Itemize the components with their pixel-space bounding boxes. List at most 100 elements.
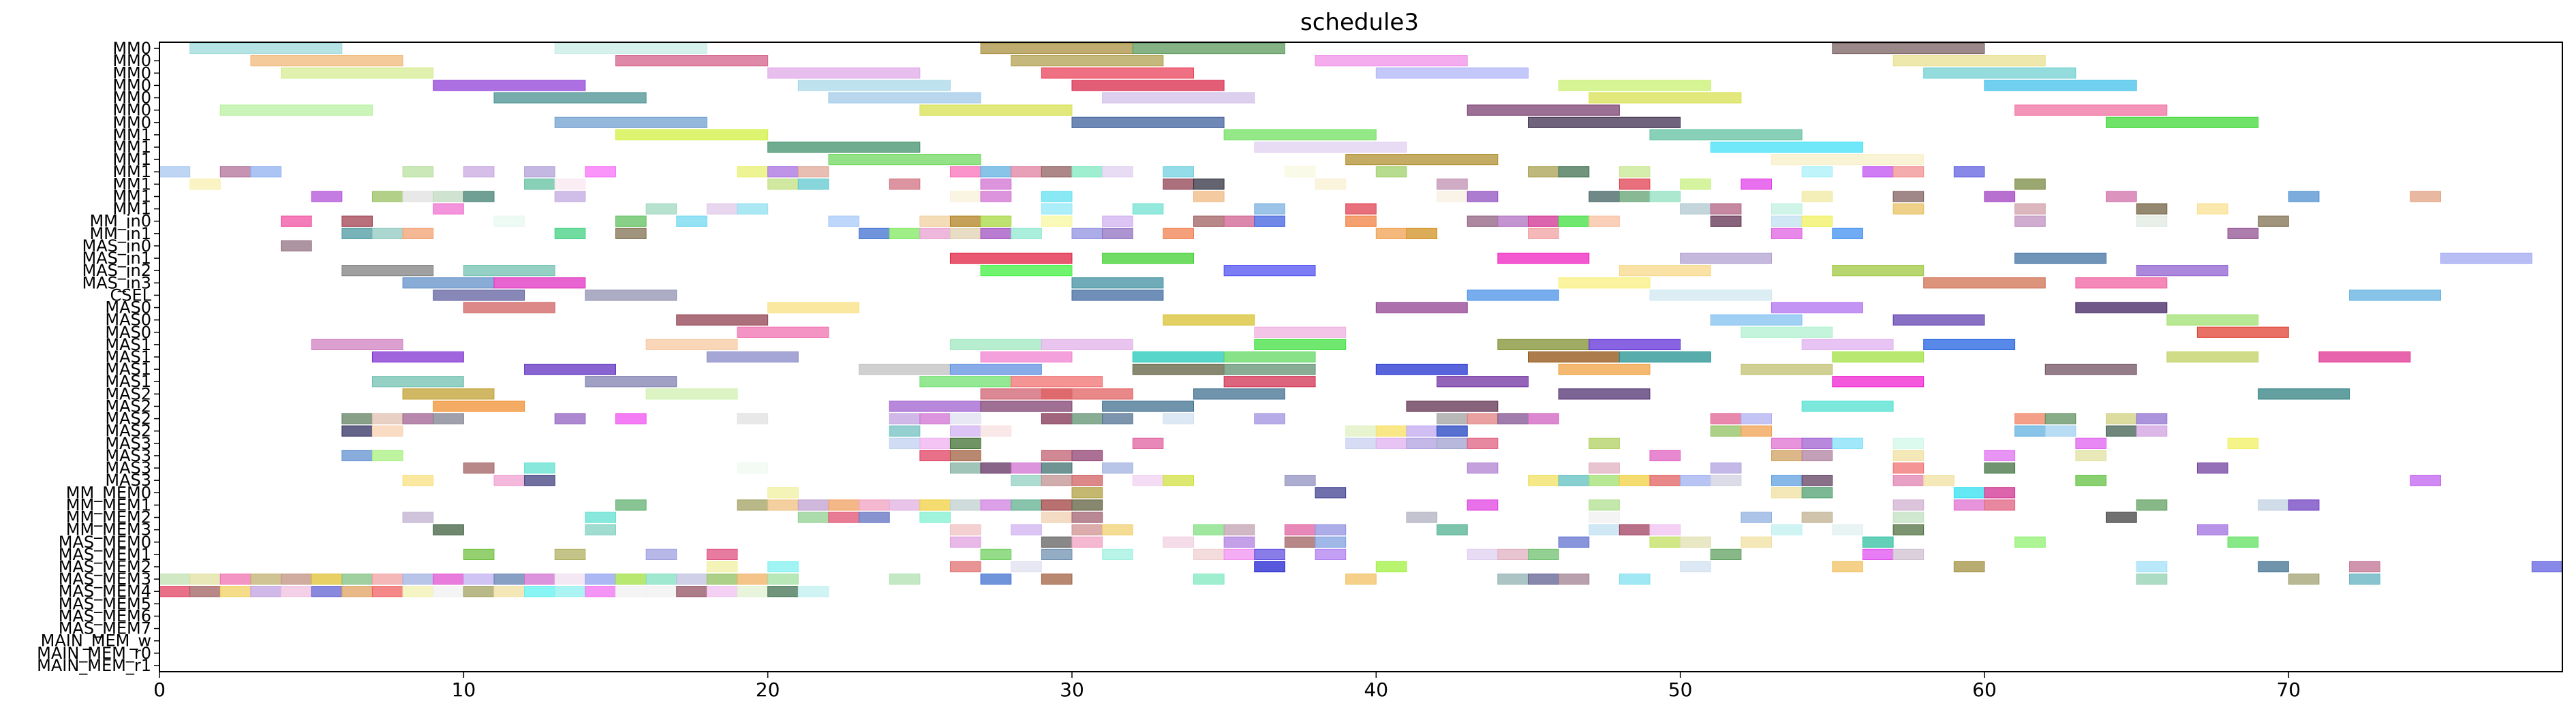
task-bar xyxy=(1315,548,1347,560)
y-tick-label: MM0 xyxy=(112,113,151,132)
task-bar xyxy=(2014,104,2168,116)
task-bar xyxy=(980,401,1073,412)
task-bar xyxy=(1467,548,1499,560)
task-bar xyxy=(980,178,1012,190)
task-bar xyxy=(1892,437,1925,449)
task-bar xyxy=(1589,437,1620,449)
task-bar xyxy=(402,277,495,289)
y-axis: MM0MM0MM0MM0MM0MM0MM0MM1MM1MM1MM1MM1MM1M… xyxy=(37,39,159,675)
task-bar xyxy=(1132,203,1164,215)
task-bar xyxy=(1041,512,1073,523)
task-bar xyxy=(1223,265,1316,277)
task-bar xyxy=(737,203,769,215)
y-tick-label: MM_in1 xyxy=(89,224,151,243)
task-bar xyxy=(585,586,616,597)
task-bar xyxy=(1892,166,1925,178)
task-bar xyxy=(767,178,799,190)
task-bar xyxy=(1801,191,1833,202)
task-bar xyxy=(1467,191,1499,202)
task-bar xyxy=(371,413,403,424)
task-bar xyxy=(2075,437,2107,449)
task-bar xyxy=(1984,462,2016,474)
task-bar xyxy=(1892,203,1925,215)
y-tick-label: MAS2 xyxy=(105,409,151,428)
task-bar xyxy=(1892,450,1925,462)
task-bar xyxy=(1406,437,1438,449)
task-bar xyxy=(341,574,373,585)
task-bar xyxy=(828,215,860,227)
task-bar xyxy=(1680,203,1711,215)
task-bar xyxy=(2136,203,2168,215)
task-bar xyxy=(645,586,677,597)
task-bar xyxy=(1680,252,1773,264)
task-bar xyxy=(2288,574,2320,585)
task-bar xyxy=(2136,499,2168,511)
task-bar xyxy=(767,574,799,585)
task-bar xyxy=(1710,203,1742,215)
y-tick-label: MM_MEM1 xyxy=(66,495,151,514)
task-bar xyxy=(1375,302,1468,313)
task-bar xyxy=(554,586,586,597)
task-bar xyxy=(980,42,1133,54)
task-bar xyxy=(493,574,525,585)
task-bar xyxy=(615,586,647,597)
task-bar xyxy=(371,425,403,437)
task-bar xyxy=(676,586,707,597)
task-bar xyxy=(1892,314,1985,326)
task-bar xyxy=(797,80,951,91)
task-bar xyxy=(585,574,616,585)
task-bar xyxy=(1892,548,1925,560)
task-bar xyxy=(1254,326,1347,338)
task-bar xyxy=(1132,437,1164,449)
task-bar xyxy=(1892,475,1925,486)
task-bar xyxy=(1589,475,1620,486)
task-bar xyxy=(2196,524,2228,535)
task-bar xyxy=(1892,462,1925,474)
task-bar xyxy=(1041,475,1073,486)
task-bar xyxy=(1527,116,1681,128)
task-bar xyxy=(1801,166,1833,178)
task-bar xyxy=(1437,178,1468,190)
task-bar xyxy=(797,178,829,190)
task-bar xyxy=(1102,215,1133,227)
task-bar xyxy=(706,586,738,597)
task-bar xyxy=(1741,512,1773,523)
task-bar xyxy=(250,55,403,67)
task-bar xyxy=(1011,561,1042,573)
task-bar xyxy=(980,462,1012,474)
y-tick-label: MM1 xyxy=(112,125,151,144)
task-bar xyxy=(433,586,464,597)
task-bar xyxy=(1223,536,1255,548)
y-tick-label: MM1 xyxy=(112,187,151,206)
task-bar xyxy=(1284,524,1316,535)
task-bar xyxy=(1558,388,1651,400)
task-bar xyxy=(2014,178,2046,190)
task-bar xyxy=(767,67,921,79)
task-bar xyxy=(1801,339,1894,350)
task-bar xyxy=(980,166,1012,178)
task-bar xyxy=(1558,574,1590,585)
task-bar xyxy=(1619,351,1711,363)
task-bar xyxy=(2136,574,2168,585)
task-bar xyxy=(2166,351,2259,363)
task-bar xyxy=(1071,413,1103,424)
task-bar xyxy=(1375,166,1407,178)
task-bar xyxy=(281,574,312,585)
task-bar xyxy=(1710,413,1742,424)
task-bar xyxy=(2106,116,2259,128)
task-bar xyxy=(1710,425,1742,437)
task-bar xyxy=(1832,561,1863,573)
task-bar xyxy=(1041,339,1133,350)
task-bar xyxy=(2531,561,2563,573)
task-bar xyxy=(1832,351,1925,363)
task-bar xyxy=(189,42,343,54)
task-bar xyxy=(2106,425,2137,437)
task-bar xyxy=(554,42,707,54)
task-bar xyxy=(524,178,555,190)
task-bar xyxy=(828,92,981,104)
task-bar xyxy=(1558,166,1590,178)
task-bar xyxy=(1071,450,1103,462)
task-bar xyxy=(341,228,373,239)
task-bar xyxy=(949,499,981,511)
task-bar xyxy=(828,512,860,523)
